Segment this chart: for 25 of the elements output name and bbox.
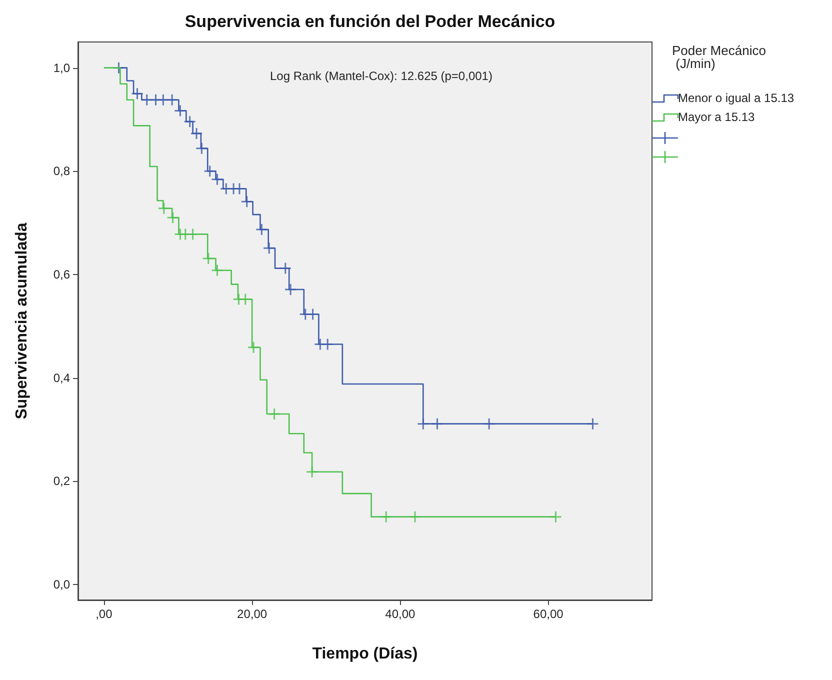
x-axis-title: Tiempo (Días): [312, 646, 418, 662]
point: [190, 127, 203, 140]
y-tick-label: 1,0: [53, 60, 70, 75]
x-tick-label: 40,00: [385, 607, 416, 621]
y-tick-label: 0,6: [53, 268, 70, 282]
point: [268, 408, 281, 420]
legend-label: Menor o igual a 15.13: [678, 91, 794, 105]
y-tick-label: 0,8: [53, 164, 70, 178]
chart-title: Supervivencia en función del Poder Mecánico: [184, 12, 556, 31]
y-tick-label: 0,4: [53, 370, 70, 385]
point: [195, 142, 208, 155]
point: [184, 115, 196, 128]
y-axis-title: Supervivencia acumulada: [14, 222, 30, 420]
point: [284, 283, 297, 296]
annotation: Log Rank (Mantel-Cox): 12.625 (p=0,001): [270, 69, 492, 83]
y-tick-label: 0,2: [53, 474, 70, 488]
point: [255, 223, 268, 236]
legend-label: Mayor a 15.13: [678, 110, 756, 124]
y-tick-label: 0,0: [53, 578, 70, 592]
legend-title: Poder Mecánico (J/min): [672, 43, 766, 71]
point: [131, 87, 144, 100]
x-tick-label: ,00: [96, 607, 113, 621]
point: [202, 252, 215, 265]
x-tick-label: 20,00: [237, 607, 268, 621]
x-tick-label: 60,00: [533, 607, 564, 621]
